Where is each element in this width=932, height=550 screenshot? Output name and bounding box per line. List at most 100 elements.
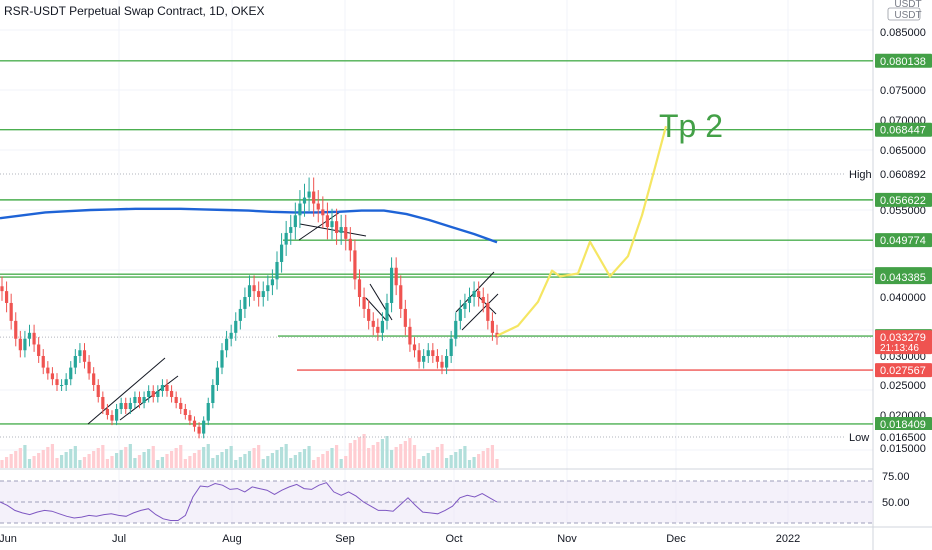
candle bbox=[165, 385, 169, 391]
candle bbox=[220, 350, 224, 368]
currency-box bbox=[887, 7, 921, 21]
price-label: 0.027567 bbox=[880, 365, 926, 377]
candle bbox=[440, 361, 444, 368]
candle bbox=[18, 338, 22, 351]
candle bbox=[486, 302, 490, 321]
volume-bar bbox=[110, 456, 114, 468]
candle bbox=[325, 215, 330, 228]
volume-bar bbox=[234, 460, 238, 468]
candle bbox=[211, 385, 215, 403]
candle bbox=[389, 267, 394, 303]
volume-bar bbox=[197, 450, 201, 468]
candle bbox=[133, 397, 137, 403]
volume-bar bbox=[32, 456, 36, 468]
candle bbox=[490, 320, 495, 333]
volume-bar bbox=[69, 449, 73, 468]
volume-bar bbox=[92, 451, 96, 468]
candle bbox=[289, 227, 293, 233]
candle bbox=[298, 203, 302, 216]
candle bbox=[422, 356, 426, 362]
volume-bar bbox=[23, 445, 27, 468]
volume-bar bbox=[174, 448, 178, 468]
price-tick: 0.025000 bbox=[880, 380, 926, 392]
candles bbox=[0, 177, 499, 439]
volume-bar bbox=[202, 447, 206, 468]
price-tick: 0.040000 bbox=[880, 292, 926, 304]
candle bbox=[449, 338, 453, 356]
volume-bar bbox=[284, 444, 288, 468]
candle bbox=[481, 297, 485, 303]
volume-bar bbox=[169, 451, 174, 468]
candle bbox=[14, 320, 18, 339]
volume-bar bbox=[467, 460, 472, 468]
volume-bar bbox=[339, 459, 343, 468]
candle bbox=[348, 238, 352, 251]
price-label-bg bbox=[875, 363, 932, 378]
volume-bar bbox=[165, 454, 169, 468]
candle bbox=[247, 285, 252, 297]
price-label: 0.018409 bbox=[880, 419, 926, 431]
volume-bar bbox=[344, 456, 348, 468]
volume-bar bbox=[229, 446, 233, 468]
volume-bar bbox=[78, 460, 82, 468]
time-tick: Jul bbox=[112, 533, 126, 545]
volume-bar bbox=[257, 445, 261, 468]
price-label-bg bbox=[875, 192, 932, 207]
candle bbox=[334, 221, 339, 233]
candle bbox=[46, 367, 50, 374]
price-label: 0.080138 bbox=[880, 56, 926, 68]
candle bbox=[119, 403, 123, 409]
candle bbox=[92, 373, 96, 385]
volume-bar bbox=[417, 459, 421, 468]
time-tick: Aug bbox=[222, 533, 242, 545]
candle bbox=[293, 215, 297, 228]
volume-bar bbox=[330, 448, 334, 468]
candle bbox=[197, 426, 201, 434]
volume-bar bbox=[357, 437, 362, 468]
volume-bar bbox=[41, 450, 45, 468]
volume-bar bbox=[316, 457, 320, 468]
price-tick: 0.075000 bbox=[880, 85, 926, 97]
volume-bar bbox=[261, 459, 265, 468]
trend-line bbox=[461, 293, 499, 331]
volume-bar bbox=[18, 448, 22, 468]
price-label: 0.033279 bbox=[880, 332, 926, 344]
candle bbox=[399, 285, 403, 309]
time-tick: 2022 bbox=[776, 533, 800, 545]
volume-bar bbox=[55, 458, 59, 468]
price-label-bg bbox=[875, 330, 932, 355]
price-label-bg bbox=[875, 416, 932, 431]
volume-bar bbox=[270, 453, 275, 468]
volume-bar bbox=[46, 447, 50, 468]
candle bbox=[96, 385, 100, 397]
candle bbox=[114, 409, 119, 421]
candle bbox=[0, 286, 4, 292]
candle bbox=[179, 403, 183, 409]
volume-bar bbox=[394, 447, 398, 468]
price-tick: 0.065000 bbox=[880, 145, 926, 157]
candle bbox=[312, 191, 316, 204]
candle bbox=[4, 291, 9, 303]
candle bbox=[353, 250, 357, 280]
currency-label: USDT bbox=[894, 0, 921, 10]
volume-bar bbox=[0, 460, 4, 468]
candle bbox=[160, 385, 165, 391]
candle bbox=[78, 350, 82, 356]
candle bbox=[270, 279, 275, 286]
volume-bar bbox=[188, 456, 192, 468]
volume-bar bbox=[275, 450, 279, 468]
candle bbox=[302, 197, 307, 204]
candle bbox=[215, 367, 220, 385]
volume-bar bbox=[399, 444, 403, 468]
candle bbox=[472, 291, 476, 297]
volume-bar bbox=[426, 453, 430, 468]
volume-bar bbox=[247, 451, 252, 468]
volume-bar bbox=[64, 452, 68, 468]
volume-bar bbox=[211, 458, 215, 468]
candle bbox=[362, 297, 366, 309]
candle bbox=[444, 356, 449, 368]
candle bbox=[82, 350, 87, 362]
candle bbox=[124, 403, 128, 409]
candle bbox=[41, 356, 45, 368]
candle bbox=[64, 379, 68, 385]
